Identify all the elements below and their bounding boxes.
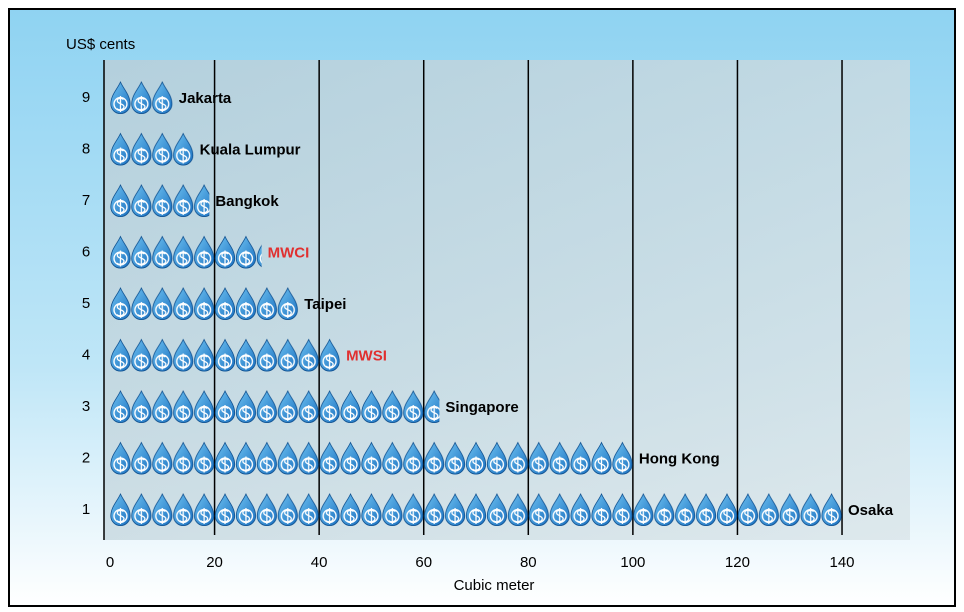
bar-label: Kuala Lumpur bbox=[200, 141, 301, 158]
bar-label: Taipei bbox=[304, 296, 346, 313]
y-tick-label: 2 bbox=[82, 449, 90, 466]
y-tick-label: 5 bbox=[82, 295, 90, 312]
x-tick-label: 60 bbox=[415, 554, 432, 571]
x-axis-label: Cubic meter bbox=[454, 577, 535, 594]
bar bbox=[110, 80, 173, 116]
bar-label: Bangkok bbox=[215, 193, 279, 210]
x-tick-label: 20 bbox=[206, 554, 223, 571]
bar-label: MWCI bbox=[268, 244, 310, 261]
y-tick-label: 9 bbox=[82, 89, 90, 106]
bar bbox=[110, 183, 210, 219]
x-tick-label: 100 bbox=[620, 554, 645, 571]
bar bbox=[110, 131, 194, 168]
bar bbox=[110, 337, 341, 374]
bar bbox=[110, 440, 633, 477]
bar bbox=[110, 286, 299, 322]
bar-label: Singapore bbox=[445, 399, 518, 416]
y-axis-label: US$ cents bbox=[66, 36, 135, 53]
bar-label: Hong Kong bbox=[639, 450, 720, 467]
y-tick-label: 4 bbox=[82, 346, 90, 363]
y-tick-label: 7 bbox=[82, 192, 90, 209]
x-tick-label: 0 bbox=[106, 554, 114, 571]
x-tick-label: 120 bbox=[725, 554, 750, 571]
bar bbox=[110, 389, 440, 425]
bar-label: Osaka bbox=[848, 502, 894, 519]
y-tick-label: 8 bbox=[82, 140, 90, 157]
y-tick-label: 3 bbox=[82, 398, 90, 415]
bar bbox=[110, 234, 262, 271]
x-tick-label: 80 bbox=[520, 554, 537, 571]
bar-label: MWSI bbox=[346, 347, 387, 364]
x-tick-label: 140 bbox=[830, 554, 855, 571]
y-tick-label: 6 bbox=[82, 243, 90, 260]
bar-label: Jakarta bbox=[179, 90, 232, 107]
x-tick-label: 40 bbox=[311, 554, 328, 571]
bar bbox=[110, 492, 843, 528]
y-tick-label: 1 bbox=[82, 501, 90, 518]
